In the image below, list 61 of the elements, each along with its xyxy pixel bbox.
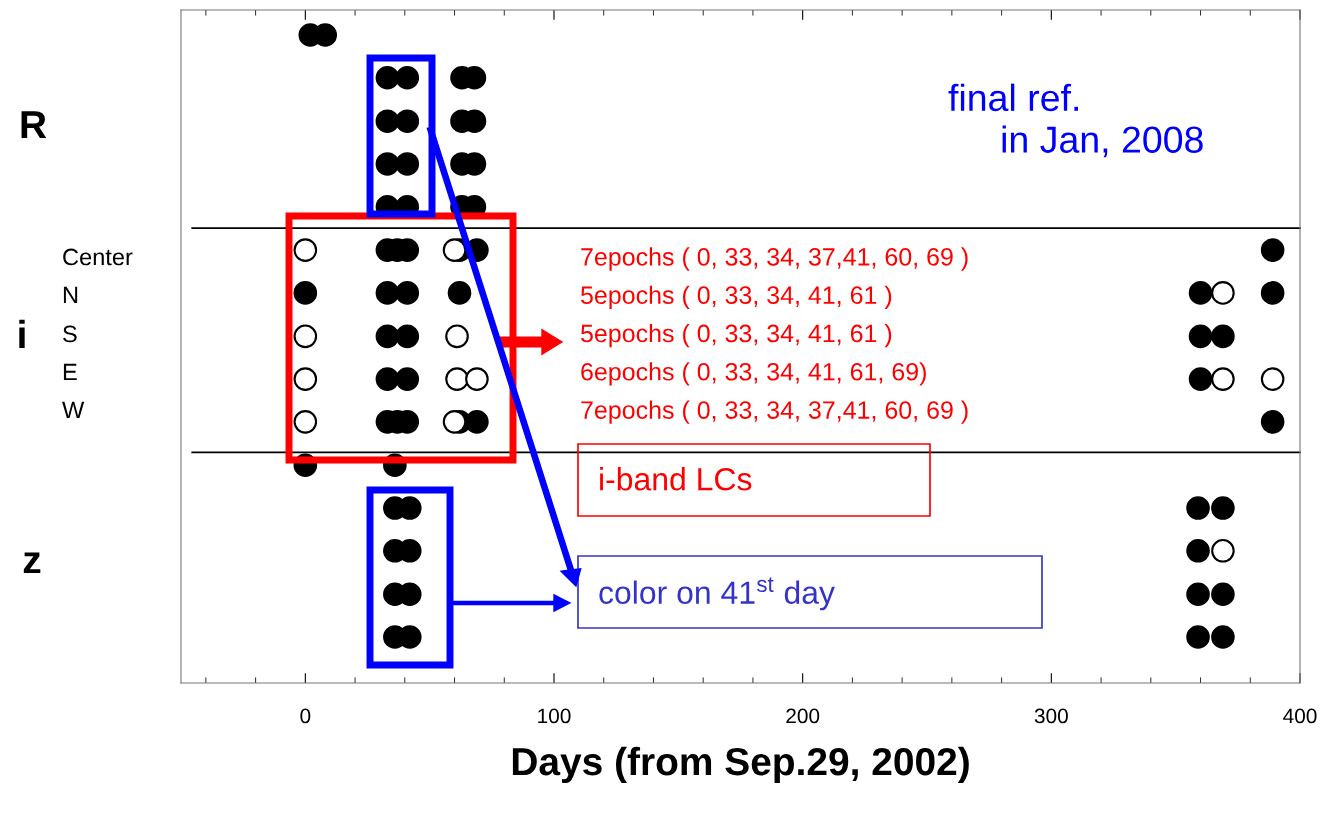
x-tick-label: 100: [538, 708, 571, 724]
annotation: 6epochs ( 0, 33, 34, 41, 61, 69): [581, 362, 926, 386]
point: [1186, 625, 1210, 649]
point: [293, 281, 318, 305]
point: [445, 324, 469, 349]
point: [375, 324, 400, 349]
point: [293, 410, 318, 434]
point: [293, 238, 318, 262]
point: [1211, 324, 1235, 349]
annotation: 7epochs ( 0, 33, 34, 37,41, 60, 69 ): [581, 247, 968, 271]
annotation: final ref. in Jan, 2008: [948, 83, 1203, 158]
point: [395, 281, 420, 305]
point: [375, 65, 400, 90]
point: [442, 238, 467, 262]
point: [447, 281, 472, 305]
x-tick-label: 200: [786, 708, 820, 724]
text: S: [63, 325, 77, 343]
annotation: i-band LCs: [600, 467, 752, 491]
point: [465, 367, 489, 391]
text: i: [19, 319, 25, 349]
point: [375, 152, 400, 176]
point: [395, 109, 420, 133]
point: [1211, 582, 1235, 607]
annotation: 7epochs ( 0, 33, 34, 37,41, 60, 69 ): [581, 400, 968, 424]
x-tick-label: 400: [1283, 708, 1317, 724]
point: [1260, 367, 1285, 391]
point: [375, 367, 400, 391]
x-axis-title: Days (from Sep.29, 2002): [512, 746, 969, 784]
point: [1186, 539, 1210, 563]
annotation: 5epochs ( 0, 33, 34, 41, 61 ): [581, 285, 892, 309]
text: R: [21, 111, 47, 139]
point: [1188, 281, 1213, 305]
point: [395, 367, 420, 391]
point: [1211, 496, 1235, 520]
point: [395, 324, 420, 349]
point: [1260, 238, 1285, 262]
point: [293, 367, 318, 391]
point: [1260, 410, 1285, 434]
text: N: [63, 286, 78, 304]
text: z: [23, 552, 41, 574]
point: [1186, 496, 1210, 520]
text: W: [62, 401, 85, 419]
point: [1211, 539, 1235, 563]
text: Center: [63, 248, 133, 266]
text: E: [63, 363, 77, 381]
point: [375, 109, 400, 133]
point: [395, 65, 420, 90]
annotation: 5epochs ( 0, 33, 34, 41, 61 ): [581, 323, 892, 348]
point: [1211, 625, 1235, 649]
x-tick-label: 300: [1034, 708, 1068, 724]
point: [375, 281, 400, 305]
point: [442, 410, 467, 434]
point: [1260, 281, 1285, 305]
annotation: color on 41$^{st}$ day: [599, 577, 835, 611]
point: [465, 410, 489, 434]
point: [293, 324, 318, 349]
point: [1188, 324, 1213, 349]
point: [1186, 582, 1210, 607]
point: [395, 152, 420, 176]
point: [1188, 367, 1213, 391]
x-tick-label: 0: [300, 708, 311, 724]
